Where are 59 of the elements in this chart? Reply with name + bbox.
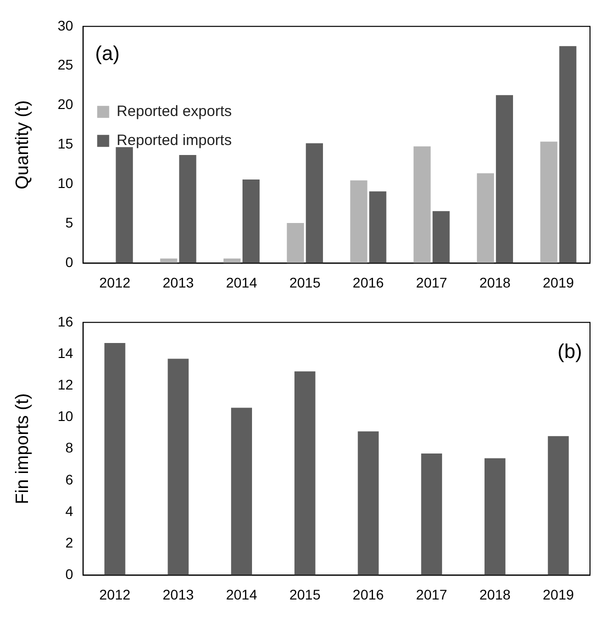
y-tick-label: 10 — [58, 408, 74, 424]
x-tick-label: 2019 — [542, 586, 574, 602]
y-tick-label: 0 — [65, 566, 74, 582]
bar — [306, 143, 323, 264]
bar — [104, 342, 126, 576]
bar — [559, 46, 576, 264]
y-tick-label: 12 — [58, 376, 74, 392]
bar — [116, 147, 133, 264]
x-tick-label: 2012 — [99, 274, 131, 290]
y-tick-label: 15 — [58, 136, 74, 152]
annotation: (b) — [558, 340, 582, 363]
x-tick-label: 2014 — [226, 274, 258, 290]
annotation: (a) — [95, 42, 120, 65]
y-tick-label: 8 — [65, 440, 74, 456]
bar — [414, 146, 431, 264]
y-tick-label: 16 — [58, 313, 74, 330]
y-tick-label: 2 — [65, 534, 74, 550]
x-tick-label: 2018 — [479, 274, 511, 290]
bar — [286, 222, 304, 264]
bar — [179, 155, 196, 264]
x-tick-label: 2017 — [416, 586, 448, 602]
bar — [168, 358, 189, 576]
bar — [548, 436, 569, 576]
y-tick-label: 5 — [65, 214, 74, 231]
x-tick-label: 2016 — [352, 586, 384, 602]
y-tick-label: 4 — [65, 502, 74, 519]
x-tick-label: 2015 — [289, 586, 321, 602]
x-tick-label: 2015 — [289, 274, 321, 290]
legend-label: Reported exports — [116, 103, 232, 120]
y-axis-title: Quantity (t) — [12, 100, 32, 190]
y-tick-label: 30 — [58, 17, 74, 34]
bar — [231, 408, 252, 576]
x-tick-label: 2013 — [162, 586, 194, 602]
legend-label: Reported imports — [116, 132, 232, 150]
y-tick-label: 20 — [58, 96, 74, 112]
bar — [496, 95, 514, 264]
bar — [294, 371, 316, 576]
bar — [350, 180, 368, 264]
bar — [476, 173, 494, 264]
bar — [242, 180, 260, 264]
bar — [540, 142, 558, 264]
x-tick-label: 2018 — [479, 586, 511, 602]
bar — [421, 454, 442, 576]
x-tick-label: 2014 — [226, 586, 258, 602]
x-tick-label: 2013 — [162, 274, 194, 290]
y-tick-label: 10 — [58, 175, 74, 192]
y-tick-label: 14 — [58, 344, 74, 361]
y-axis-title: Fin imports (t) — [12, 393, 32, 504]
x-tick-label: 2019 — [542, 274, 574, 290]
bar — [484, 458, 506, 576]
bar — [358, 431, 379, 576]
x-tick-label: 2017 — [416, 274, 448, 290]
x-tick-label: 2016 — [352, 274, 384, 290]
bar — [369, 191, 386, 264]
y-tick-label: 0 — [65, 254, 74, 270]
x-tick-label: 2012 — [99, 586, 131, 602]
y-tick-label: 6 — [65, 471, 74, 488]
y-tick-label: 25 — [58, 56, 74, 73]
bar — [432, 211, 450, 264]
